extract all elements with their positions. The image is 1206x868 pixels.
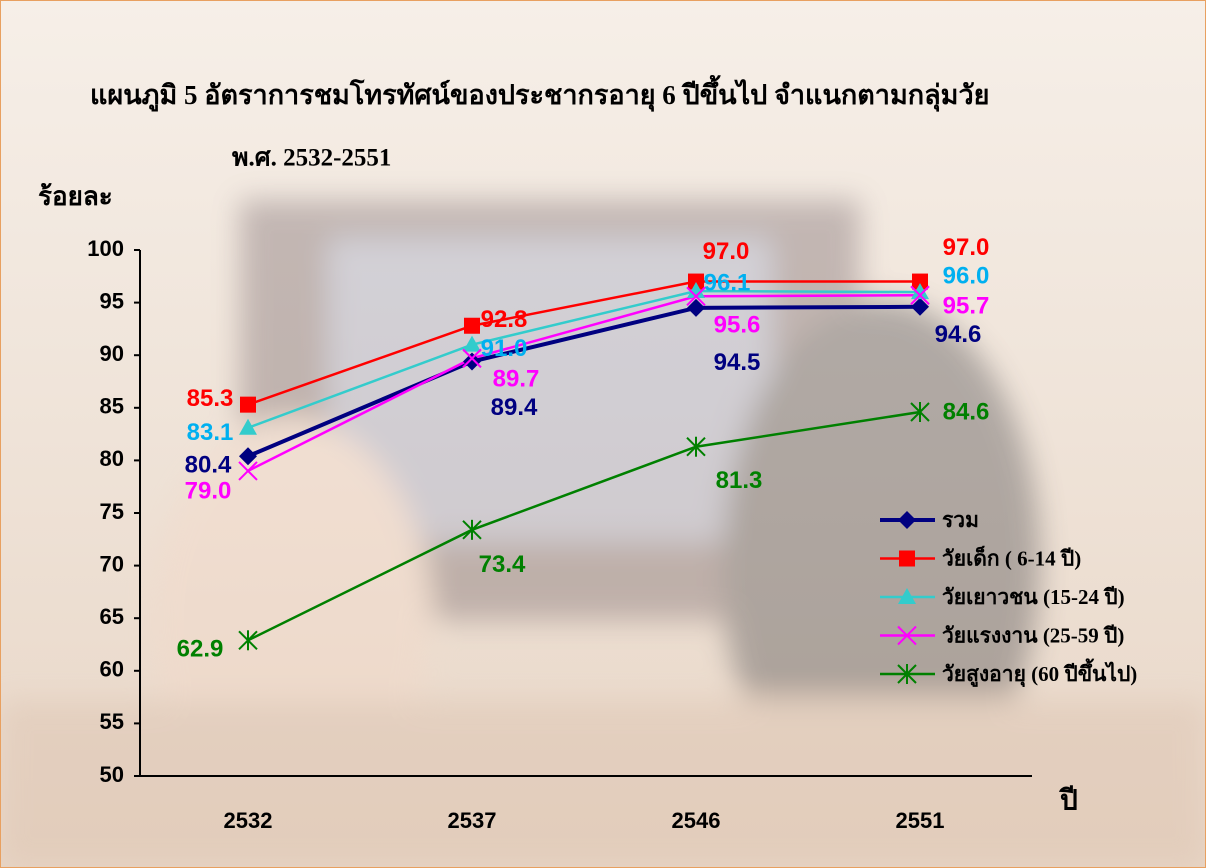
y-tick-label: 55 <box>100 709 124 734</box>
point-marker <box>687 282 705 299</box>
data-label: 94.5 <box>714 349 761 376</box>
point-marker <box>686 286 706 306</box>
data-label: 95.7 <box>943 293 990 320</box>
data-label: 73.4 <box>479 551 526 578</box>
point-marker <box>911 283 929 300</box>
legend-marker <box>898 511 916 529</box>
point-marker <box>463 352 481 371</box>
y-tick-label: 85 <box>100 394 124 419</box>
x-tick-label: 2537 <box>448 808 497 833</box>
point-marker <box>238 630 258 651</box>
point-marker <box>462 348 482 369</box>
point-marker <box>911 297 929 316</box>
data-label: 80.4 <box>185 452 232 479</box>
point-marker <box>462 519 482 540</box>
y-tick-label: 75 <box>100 499 124 524</box>
point-marker <box>463 335 481 352</box>
data-label: 81.3 <box>716 467 763 494</box>
legend-marker <box>897 664 917 684</box>
series-line <box>247 280 920 406</box>
series-line <box>247 289 921 429</box>
data-label: 95.6 <box>714 312 761 339</box>
legend-label: วัยสูงอายุ (60 ปีขึ้นไป) <box>942 658 1137 688</box>
y-tick-label: 80 <box>100 446 124 471</box>
point-marker <box>238 461 258 481</box>
data-label: 89.7 <box>493 366 540 393</box>
point-marker <box>239 447 257 466</box>
x-axis-label: ปี <box>1058 784 1078 816</box>
data-label: 85.3 <box>187 385 234 412</box>
legend-label: วัยแรงงาน (25-59 ปี) <box>942 623 1124 647</box>
series-line <box>247 410 921 642</box>
legend-marker <box>899 550 915 567</box>
point-marker <box>687 298 705 317</box>
point-marker <box>686 436 706 457</box>
x-tick-label: 2546 <box>672 808 721 833</box>
point-marker <box>910 402 930 423</box>
legend-marker <box>897 625 917 646</box>
y-tick-label: 95 <box>100 288 124 313</box>
series-line <box>247 293 921 473</box>
point-marker <box>688 273 704 290</box>
data-label: 97.0 <box>703 238 750 265</box>
y-tick-label: 100 <box>87 236 124 261</box>
data-label: 79.0 <box>185 477 232 504</box>
point-marker <box>912 273 928 290</box>
point-marker <box>910 285 930 305</box>
data-label: 97.0 <box>943 234 990 261</box>
y-tick-label: 50 <box>100 762 124 787</box>
data-label: 94.6 <box>935 321 982 348</box>
point-marker <box>239 418 257 435</box>
x-tick-label: 2532 <box>224 808 273 833</box>
legend-marker <box>898 588 916 604</box>
legend-label: วัยเด็ก ( 6-14 ปี) <box>942 544 1081 570</box>
data-label: 92.8 <box>481 306 528 333</box>
y-axis-label: ร้อยละ <box>38 181 113 211</box>
y-tick-label: 65 <box>100 604 124 629</box>
data-label: 96.0 <box>943 262 990 289</box>
legend-label: รวม <box>942 508 979 532</box>
series-line <box>247 304 921 459</box>
y-tick-label: 70 <box>100 551 124 576</box>
chart-subtitle: พ.ศ. 2532-2551 <box>232 145 391 172</box>
data-label: 96.1 <box>704 269 751 296</box>
legend-label: วัยเยาวชน (15-24 ปี) <box>942 585 1125 609</box>
chart-title: แผนภูมิ 5 อัตราการชมโทรทัศน์ของประชากรอา… <box>90 74 989 112</box>
data-label: 84.6 <box>943 398 990 425</box>
data-label: 89.4 <box>491 394 538 421</box>
data-label: 83.1 <box>187 419 234 446</box>
point-marker <box>240 396 256 413</box>
point-marker <box>464 317 480 334</box>
data-label: 62.9 <box>177 636 224 663</box>
y-tick-label: 90 <box>100 341 124 366</box>
y-tick-label: 60 <box>100 657 124 682</box>
data-label: 91.0 <box>481 335 528 362</box>
x-tick-label: 2551 <box>896 808 945 833</box>
